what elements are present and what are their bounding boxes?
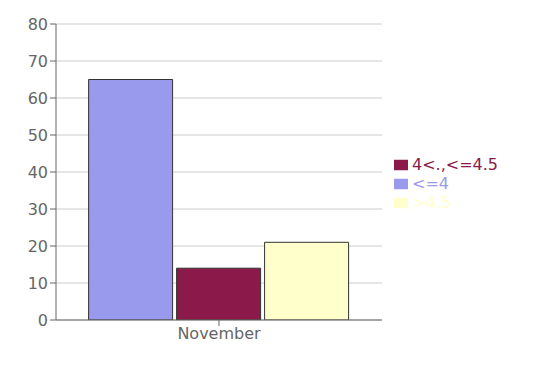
html-text:<=4: <=4 [412, 173, 449, 193]
svg-text:60: 60 [28, 89, 48, 108]
html-text:>4.5: >4.5 [412, 192, 451, 212]
svg-text:70: 70 [28, 52, 48, 71]
svg-text:0: 0 [38, 311, 48, 330]
svg-text:80: 80 [28, 15, 48, 34]
svg-text:10: 10 [28, 274, 48, 293]
svg-text:40: 40 [28, 163, 48, 182]
svg-text:30: 30 [28, 200, 48, 219]
svg-text:November: November [177, 324, 261, 343]
svg-text:20: 20 [28, 237, 48, 256]
svg-text:50: 50 [28, 126, 48, 145]
html-text:4<.,<=4.5: 4<.,<=4.5 [412, 154, 498, 174]
